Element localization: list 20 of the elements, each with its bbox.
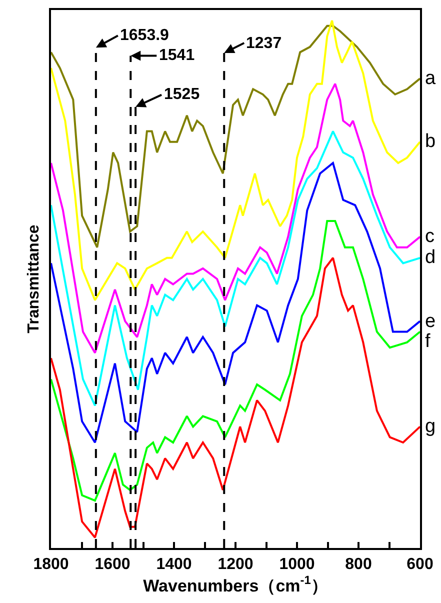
x-tick-label: 600 [406, 556, 434, 574]
ref-line-label: 1653.9 [120, 27, 170, 44]
series-label: f [425, 331, 431, 352]
x-tick-label: 1600 [94, 556, 130, 574]
x-axis-title: Wavenumbers（cm$^{-1}$） [143, 573, 328, 596]
ref-line-label: 1237 [246, 35, 282, 52]
ref-line-label: 1525 [164, 86, 200, 103]
series-label: e [425, 311, 436, 332]
series-label: a [425, 68, 436, 89]
x-tick-label: 1400 [156, 556, 192, 574]
series-label: b [425, 131, 436, 152]
series-label: c [425, 226, 434, 247]
y-axis-title: Transmittance [25, 224, 42, 334]
x-tick-label: 1000 [279, 556, 315, 574]
x-tick-label: 800 [345, 556, 372, 574]
series-label: g [425, 416, 436, 437]
x-tick-label: 1200 [218, 556, 254, 574]
series-label: d [425, 247, 436, 268]
x-tick-label: 1800 [33, 556, 69, 574]
ref-line-label: 1541 [159, 47, 195, 64]
